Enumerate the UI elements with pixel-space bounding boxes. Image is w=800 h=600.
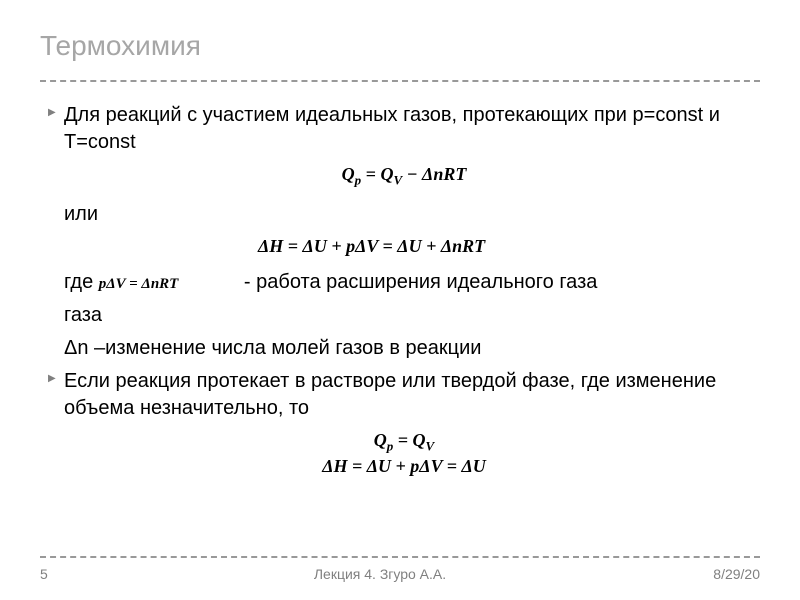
equation-3: Qp = QV: [48, 430, 760, 455]
where-prefix: где: [64, 271, 99, 293]
title-divider: [40, 80, 760, 82]
equation-1: Qp = QV − ΔnRT: [48, 164, 760, 189]
bullet-1: ▶ Для реакций с участием идеальных газов…: [48, 102, 760, 156]
footer-center: Лекция 4. Згуро А.А.: [100, 566, 660, 582]
bullet-2: ▶ Если реакция протекает в растворе или …: [48, 368, 760, 422]
gaza-line: газа: [48, 302, 760, 329]
slide-container: Термохимия ▶ Для реакций с участием идеа…: [0, 0, 800, 600]
bullet-marker-icon: ▶: [48, 374, 64, 384]
where-line: где pΔV = ΔnRT - работа расширения идеал…: [48, 269, 760, 296]
equation-3-content: Qp = QV: [374, 430, 434, 455]
bullet-2-text: Если реакция протекает в растворе или тв…: [64, 368, 760, 422]
equation-4-content: ΔH = ΔU + pΔV = ΔU: [322, 456, 486, 477]
slide-footer: 5 Лекция 4. Згуро А.А. 8/29/20: [40, 556, 760, 582]
delta-n-line: Δn –изменение числа молей газов в реакци…: [48, 335, 760, 362]
bullet-marker-icon: ▶: [48, 108, 64, 118]
or-line: или: [48, 201, 760, 228]
equation-1-content: Qp = QV − ΔnRT: [342, 164, 467, 189]
equation-4: ΔH = ΔU + pΔV = ΔU: [48, 456, 760, 477]
footer-date: 8/29/20: [660, 566, 760, 582]
equation-2: ΔH = ΔU + pΔV = ΔU + ΔnRT: [48, 236, 760, 257]
page-number: 5: [40, 566, 100, 582]
slide-content: ▶ Для реакций с участием идеальных газов…: [40, 102, 760, 477]
slide-title: Термохимия: [40, 30, 760, 62]
bullet-1-text: Для реакций с участием идеальных газов, …: [64, 102, 760, 156]
equation-2-content: ΔH = ΔU + pΔV = ΔU + ΔnRT: [258, 236, 485, 257]
where-suffix: - работа расширения идеального газа: [238, 271, 597, 293]
inline-equation: pΔV = ΔnRT: [99, 276, 179, 292]
